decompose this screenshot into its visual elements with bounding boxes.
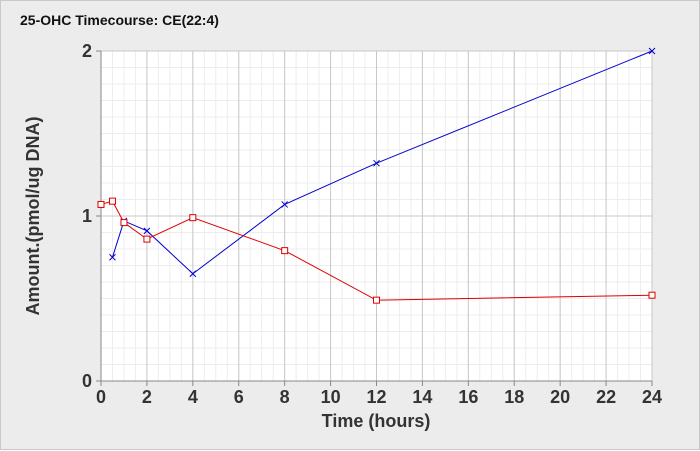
data-point-square-marker (281, 247, 289, 255)
x-tick-label: 20 (550, 387, 570, 407)
data-point-square-marker (108, 197, 116, 205)
x-tick-label: 4 (188, 387, 198, 407)
grid (100, 50, 653, 382)
x-axis-title: Time (hours) (322, 411, 431, 431)
data-point-square-marker (373, 296, 380, 304)
y-ticks: 0 1 2 (82, 41, 101, 391)
x-tick-label: 22 (596, 387, 616, 407)
x-tick-label: 6 (234, 387, 244, 407)
data-point-square-marker (189, 214, 197, 222)
y-tick-label: 0 (82, 371, 92, 391)
x-tick-label: 14 (412, 387, 432, 407)
series-line (100, 200, 653, 301)
x-tick-label: 0 (96, 387, 106, 407)
y-axis-title: Amount.(pmol/ug DNA) (23, 117, 43, 316)
data-point-x-marker (281, 201, 289, 208)
data-point-x-marker (143, 227, 151, 235)
x-tick-label: 10 (321, 387, 341, 407)
data-point-x-marker (189, 270, 197, 278)
data-point-x-marker (109, 253, 116, 261)
data-point-square-marker (97, 200, 105, 208)
series-layer (97, 47, 656, 304)
x-tick-label: 18 (504, 387, 524, 407)
x-tick-label: 12 (366, 387, 386, 407)
x-tick-label: 16 (458, 387, 478, 407)
data-point-x-marker (648, 47, 656, 55)
chart-title: 25-OHC Timecourse: CE(22:4) (20, 12, 219, 28)
data-point-square-marker (120, 219, 128, 227)
y-tick-label: 1 (82, 206, 92, 226)
data-point-square-marker (143, 235, 151, 243)
x-ticks: 0 2 4 6 8 10 12 14 16 18 20 22 24 (96, 381, 662, 407)
data-point-x-marker (373, 159, 380, 167)
series-2 (97, 197, 656, 304)
x-tick-label: 24 (642, 387, 662, 407)
x-tick-label: 2 (142, 387, 152, 407)
data-point-square-marker (648, 291, 656, 299)
y-tick-label: 2 (82, 41, 92, 61)
x-tick-label: 8 (280, 387, 290, 407)
